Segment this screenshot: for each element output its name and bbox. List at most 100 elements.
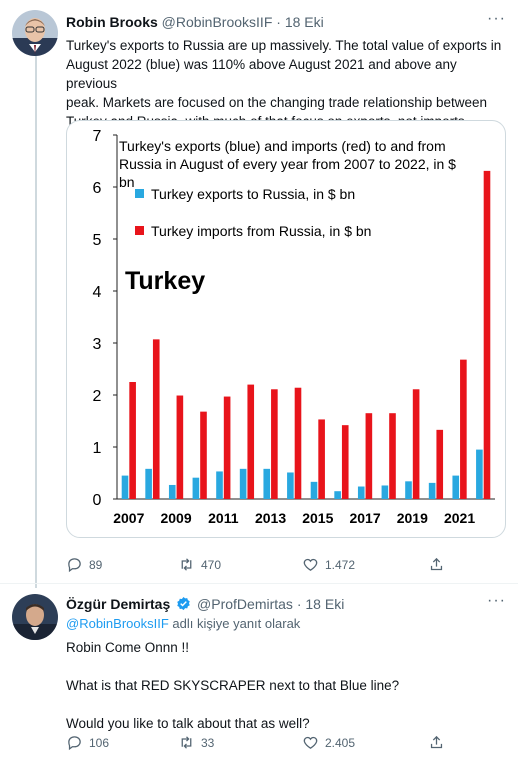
x-tick-label: 2009 (160, 510, 191, 526)
export-bar (121, 475, 129, 499)
share-icon (430, 735, 443, 749)
avatar[interactable] (12, 10, 58, 56)
export-bar (334, 491, 341, 499)
like-count: 1.472 (325, 557, 356, 572)
import-bar (271, 389, 278, 499)
author-name[interactable]: Robin Brooks (66, 14, 158, 30)
import-bar (412, 389, 420, 499)
tweet-image-chart[interactable]: 0 1 2 3 4 5 6 7 2007 2009 2011 2013 2015 2017 2019 2021… (66, 120, 506, 538)
x-tick-label: 2013 (255, 510, 286, 526)
y-tick-label: 5 (93, 232, 102, 249)
tweet-actions: 89 470 1.472 (66, 556, 506, 576)
export-bar (452, 475, 460, 499)
tweet-text-line: August 2022 (blue) was 110% above August… (66, 57, 457, 91)
retweet-count: 33 (201, 735, 215, 750)
export-bar (476, 449, 483, 499)
chart-title-line: bn (119, 174, 135, 190)
author-name[interactable]: Özgür Demirtaş (66, 596, 171, 612)
y-tick-label: 2 (93, 388, 102, 405)
export-bar (263, 468, 271, 499)
x-tick-label: 2011 (208, 510, 239, 526)
author-handle[interactable]: @RobinBrooksIIF (161, 14, 273, 30)
chart-title-line: Turkey's exports (blue) and imports (red… (119, 138, 446, 154)
legend-label: Turkey exports to Russia, in $ bn (151, 186, 355, 202)
export-bar (145, 468, 152, 499)
thread-connector-line (35, 56, 37, 588)
tweet-date[interactable]: 18 Eki (305, 596, 345, 612)
reply-icon (68, 558, 81, 573)
import-bar (389, 413, 396, 499)
x-tick-label: 2015 (302, 510, 333, 526)
export-bar (428, 482, 436, 499)
heart-icon (303, 736, 318, 749)
tweet-header: Robin Brooks @RobinBrooksIIF · 18 Eki (66, 14, 324, 30)
x-tick-label: 2021 (444, 510, 475, 526)
x-tick-label: 2007 (113, 510, 144, 526)
share-icon (430, 557, 443, 571)
y-tick-label: 7 (93, 128, 102, 145)
retweet-button[interactable]: 470 (178, 556, 221, 573)
tweet-text-line: What is that RED SKYSCRAPER next to that… (66, 678, 400, 693)
import-bar (460, 359, 467, 499)
share-button[interactable] (428, 734, 445, 751)
y-tick-label: 0 (93, 492, 102, 509)
tweet-text-line: Robin Come Onnn !! (66, 640, 190, 655)
share-button[interactable] (428, 556, 445, 573)
tweet-date[interactable]: 18 Eki (284, 14, 324, 30)
export-bar (357, 486, 365, 499)
y-tick-label: 1 (93, 440, 102, 457)
reply-count: 89 (89, 557, 103, 572)
retweet-count: 470 (201, 557, 222, 572)
import-bar (176, 395, 184, 499)
like-button[interactable]: 1.472 (302, 556, 355, 573)
reply-to-suffix: adlı kişiye yanıt olarak (168, 616, 301, 631)
import-bar (318, 419, 325, 499)
tweet-divider (0, 583, 518, 584)
retweet-button[interactable]: 33 (178, 734, 214, 751)
heart-icon (303, 558, 318, 571)
more-options-icon[interactable]: ··· (487, 10, 506, 27)
reply-to-mention-link[interactable]: @RobinBrooksIIF (66, 616, 169, 631)
blank-line (66, 695, 506, 714)
import-bar (152, 339, 160, 499)
bar-chart: 0 1 2 3 4 5 6 7 2007 2009 2011 2013 2015 2017 2019 2021… (93, 128, 495, 526)
tweet-text-line: Would you like to talk about that as wel… (66, 716, 310, 731)
export-bar (192, 477, 200, 499)
import-bar (247, 384, 255, 499)
y-tick-label: 3 (93, 336, 102, 353)
import-bar (294, 387, 302, 499)
export-bar (216, 471, 223, 499)
author-handle[interactable]: @ProfDemirtas (197, 596, 293, 612)
export-bar (310, 481, 318, 499)
replying-to: @RobinBrooksIIF adlı kişiye yanıt olarak (66, 616, 300, 631)
avatar[interactable] (12, 594, 58, 640)
import-bar (341, 425, 349, 499)
x-tick-label: 2019 (397, 510, 428, 526)
more-options-icon[interactable]: ··· (487, 592, 506, 609)
tweet-header: Özgür Demirtaş @ProfDemirtas · 18 Eki (66, 596, 344, 612)
reply-button[interactable]: 106 (66, 734, 109, 751)
verified-badge-icon (177, 596, 190, 611)
import-bar (365, 413, 373, 499)
retweet-icon (181, 736, 192, 749)
retweet-icon (181, 558, 192, 571)
tweet-actions: 106 33 2.405 (66, 734, 506, 754)
export-bar (239, 468, 247, 499)
legend-swatch (135, 226, 144, 235)
tweet-reply[interactable]: Özgür Demirtaş @ProfDemirtas · 18 Eki ··… (0, 584, 518, 774)
chart-annotation: Turkey (125, 267, 205, 295)
like-count: 2.405 (325, 735, 356, 750)
reply-button[interactable]: 89 (66, 556, 102, 573)
blank-line (66, 657, 506, 676)
tweet-text: Robin Come Onnn !! What is that RED SKYS… (66, 638, 506, 733)
reply-count: 106 (89, 735, 110, 750)
import-bar (129, 382, 136, 499)
export-bar (168, 484, 176, 499)
tweet-text-line: peak. Markets are focused on the changin… (66, 95, 488, 110)
tweet-text-line: Turkey's exports to Russia are up massiv… (66, 38, 502, 53)
tweet-original[interactable]: Robin Brooks @RobinBrooksIIF · 18 Eki ··… (0, 0, 518, 588)
legend-label: Turkey imports from Russia, in $ bn (151, 223, 371, 239)
import-bar (200, 411, 207, 499)
like-button[interactable]: 2.405 (302, 734, 355, 751)
legend-swatch (135, 189, 144, 198)
